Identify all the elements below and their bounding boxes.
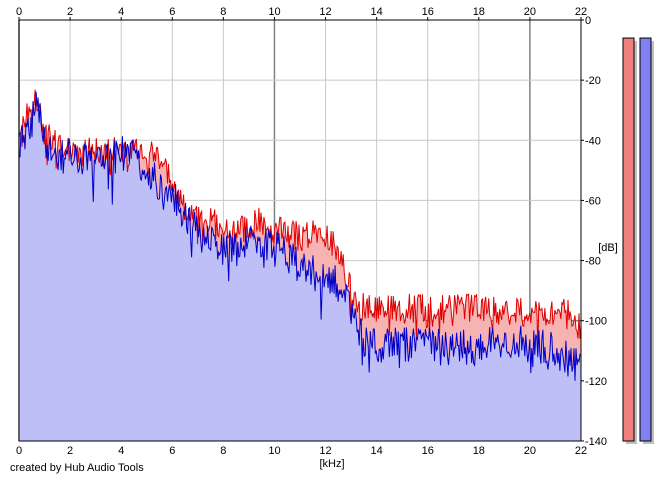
- x-tick-label-top-0: 0: [16, 6, 22, 18]
- x-tick-label-top-2: 4: [118, 6, 124, 18]
- x-tick-label-bottom-0: 0: [16, 445, 22, 457]
- series-layer: [18, 89, 582, 442]
- x-tick-label-top-11: 22: [575, 6, 587, 18]
- y-tick-label-1: -20: [585, 75, 601, 87]
- y-tick-label-7: -140: [585, 436, 607, 448]
- axes: [18, 19, 582, 442]
- y-tick-label-0: 0: [585, 15, 591, 27]
- x-tick-label-bottom-7: 14: [371, 445, 383, 457]
- credit-text: created by Hub Audio Tools: [10, 462, 144, 474]
- y-tick-label-6: -120: [585, 376, 607, 388]
- x-tick-label-bottom-5: 10: [268, 445, 280, 457]
- right-channel-line: [18, 91, 582, 381]
- x-tick-label-bottom-3: 6: [169, 445, 175, 457]
- x-tick-label-top-3: 6: [169, 6, 175, 18]
- x-tick-label-top-1: 2: [67, 6, 73, 18]
- right-level-meter: [639, 37, 652, 442]
- y-tick-label-4: -80: [585, 256, 601, 268]
- level-meters: [622, 37, 654, 445]
- x-tick-label-bottom-9: 18: [473, 445, 485, 457]
- x-tick-label-top-10: 20: [524, 6, 536, 18]
- tick-labels: 002244668810101212141416161818202022220-…: [16, 6, 607, 457]
- x-tick-label-bottom-8: 16: [422, 445, 434, 457]
- y-tick-label-3: -60: [585, 195, 601, 207]
- x-tick-label-top-9: 18: [473, 6, 485, 18]
- x-tick-label-top-7: 14: [371, 6, 383, 18]
- x-tick-label-bottom-4: 8: [220, 445, 226, 457]
- y-tick-label-2: -40: [585, 135, 601, 147]
- x-tick-label-top-6: 12: [319, 6, 331, 18]
- x-tick-label-top-5: 10: [268, 6, 280, 18]
- x-tick-label-top-4: 8: [220, 6, 226, 18]
- x-tick-label-bottom-10: 20: [524, 445, 536, 457]
- left-level-meter: [622, 37, 635, 442]
- x-tick-label-bottom-11: 22: [575, 445, 587, 457]
- left-channel-line: [18, 89, 582, 347]
- x-tick-label-bottom-2: 4: [118, 445, 124, 457]
- x-tick-label-bottom-1: 2: [67, 445, 73, 457]
- x-tick-label-bottom-6: 12: [319, 445, 331, 457]
- y-axis-label: [dB]: [598, 242, 618, 254]
- right-channel-fill: [19, 91, 581, 442]
- x-tick-label-top-8: 16: [422, 6, 434, 18]
- x-axis-label: [kHz]: [319, 458, 344, 470]
- plot-frame: [18, 19, 582, 442]
- y-tick-label-5: -100: [585, 316, 607, 328]
